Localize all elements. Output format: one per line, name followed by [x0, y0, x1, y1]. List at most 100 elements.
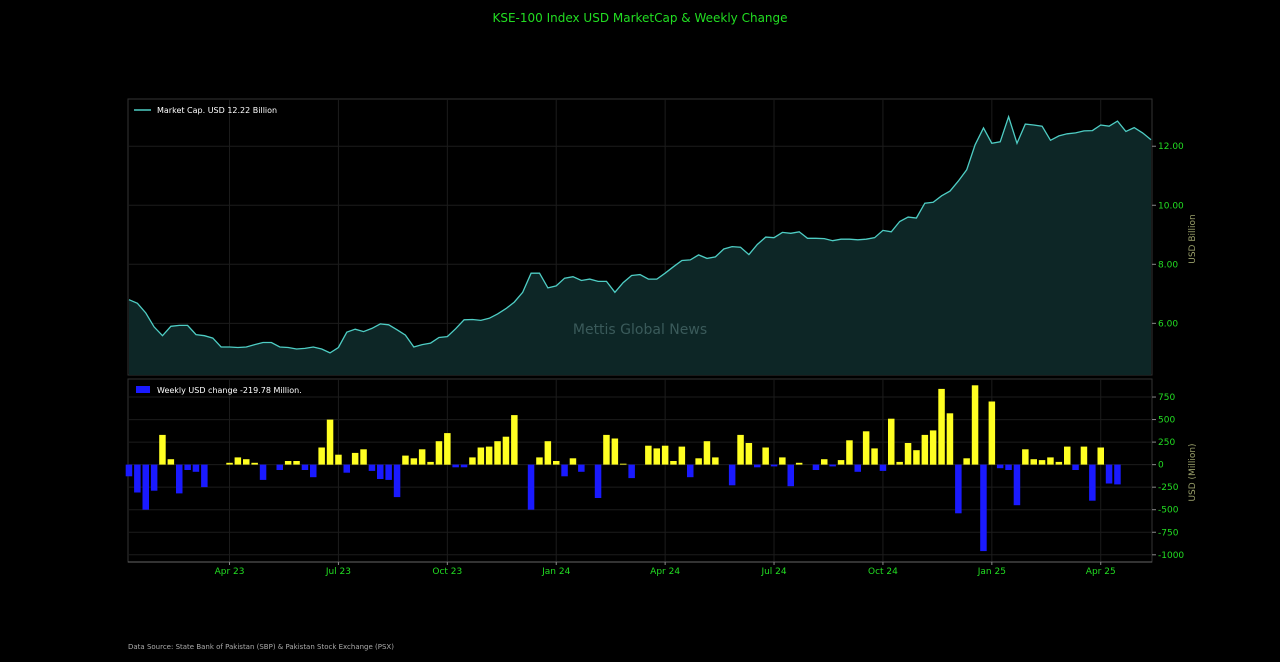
weekly-change-bar [192, 464, 200, 472]
weekly-change-bar [561, 464, 568, 477]
bottom-ytick-label: 0 [1158, 461, 1164, 471]
weekly-change-bar [1064, 446, 1071, 465]
top-ytick-label: 10.00 [1158, 201, 1184, 211]
bottom-legend-swatch [136, 386, 150, 393]
weekly-change-bar [770, 464, 778, 467]
weekly-change-bar [829, 464, 836, 467]
x-tick-label: Apr 23 [215, 567, 245, 577]
weekly-change-bar [544, 441, 552, 465]
weekly-change-bar [234, 457, 242, 465]
weekly-change-bar [611, 438, 619, 465]
weekly-change-bar [1080, 446, 1088, 465]
weekly-change-bar [343, 464, 350, 473]
weekly-change-bar [762, 447, 769, 465]
weekly-change-bar [913, 450, 920, 465]
weekly-change-bar [368, 464, 376, 471]
weekly-change-bar [862, 431, 870, 465]
weekly-change-bar [754, 464, 761, 468]
weekly-change-bar [259, 464, 267, 480]
weekly-change-bar [569, 458, 577, 465]
bottom-ytick-label: -500 [1158, 506, 1179, 516]
weekly-change-bar [251, 462, 258, 465]
bottom-frame [127, 378, 1153, 563]
weekly-change-bar [779, 457, 786, 465]
weekly-change-bar [243, 459, 250, 465]
weekly-change-bar [946, 413, 954, 465]
weekly-change-bar [134, 464, 141, 493]
x-tick-label: Jul 24 [760, 567, 786, 577]
weekly-change-bar [318, 447, 325, 465]
weekly-change-bar [1055, 461, 1063, 465]
bottom-ytick-label: 750 [1158, 393, 1175, 403]
weekly-change-bar [511, 415, 518, 465]
weekly-change-bar [787, 464, 794, 487]
weekly-change-bar [226, 462, 233, 465]
top-legend-label: Market Cap. USD 12.22 Billion [157, 106, 277, 115]
x-axis: Apr 23 Jul 23 Oct 23 Jan 24 Apr 24 Jul 24 Oct … [128, 561, 1152, 577]
weekly-change-bar [712, 457, 719, 465]
weekly-change-bar [645, 445, 652, 465]
weekly-change-bar [427, 461, 434, 465]
weekly-change-bar [963, 458, 970, 465]
weekly-change-bar [980, 464, 987, 552]
top-y-ticks: 6.00 8.00 10.00 12.00 [1152, 142, 1184, 329]
weekly-change-bar [301, 464, 309, 470]
weekly-change-bar [444, 433, 451, 465]
weekly-change-bar [1097, 447, 1104, 465]
weekly-change-bar [971, 385, 979, 465]
weekly-change-bar [904, 443, 912, 465]
weekly-change-bar [494, 441, 501, 465]
weekly-change-bar [410, 458, 418, 465]
weekly-change-bar [502, 436, 510, 465]
bottom-y-axis-label: USD (Million) [1188, 443, 1198, 501]
weekly-change-bar [1022, 449, 1029, 465]
weekly-change-bar [385, 464, 392, 480]
weekly-change-bar [594, 464, 602, 498]
weekly-change-bar [603, 434, 610, 465]
weekly-change-bar [150, 464, 158, 491]
weekly-change-bar [988, 401, 996, 465]
x-tick-label: Jan 25 [977, 567, 1006, 577]
x-tick-label: Jan 24 [541, 567, 570, 577]
weekly-change-bar [435, 441, 443, 465]
weekly-change-bar [896, 461, 903, 465]
weekly-change-bar [703, 441, 711, 465]
weekly-change-bar [460, 464, 468, 468]
weekly-change-bar [377, 464, 384, 479]
weekly-change-bar [812, 464, 820, 470]
weekly-change-bar [737, 434, 744, 465]
weekly-change-bar [578, 464, 585, 472]
bottom-ytick-label: 250 [1158, 438, 1175, 448]
bottom-ytick-label: -750 [1158, 528, 1179, 538]
x-tick-label: Jul 23 [325, 567, 351, 577]
weekly-change-bar [402, 455, 409, 465]
x-tick-label: Apr 24 [650, 567, 680, 577]
bottom-ytick-label: -1000 [1158, 551, 1184, 561]
weekly-change-bar [293, 461, 300, 465]
weekly-change-bar [125, 464, 133, 477]
weekly-change-bar [745, 443, 753, 465]
weekly-change-bar [929, 430, 937, 465]
weekly-change-bar [184, 464, 191, 470]
x-tick-label: Apr 25 [1086, 567, 1116, 577]
weekly-change-bar [678, 446, 686, 465]
weekly-change-bar [201, 464, 208, 488]
weekly-change-bar [167, 459, 175, 465]
weekly-change-bar [955, 464, 962, 514]
weekly-change-bar [527, 464, 535, 510]
top-y-axis-label: USD Billion [1188, 214, 1198, 263]
weekly-change-bar [1105, 464, 1113, 484]
bottom-legend-label: Weekly USD change -219.78 Million. [157, 386, 302, 395]
weekly-change-bar [553, 461, 560, 465]
weekly-change-bar [661, 445, 669, 465]
weekly-change-bar [310, 464, 317, 478]
weekly-change-bar [1114, 464, 1121, 485]
weekly-change-bar [418, 449, 426, 465]
top-ytick-label: 12.00 [1158, 142, 1184, 152]
weekly-change-bar [728, 464, 736, 486]
weekly-change-bar [1089, 464, 1096, 501]
weekly-change-bar [276, 464, 283, 470]
weekly-change-bar [393, 464, 401, 498]
weekly-change-bar [888, 418, 895, 465]
